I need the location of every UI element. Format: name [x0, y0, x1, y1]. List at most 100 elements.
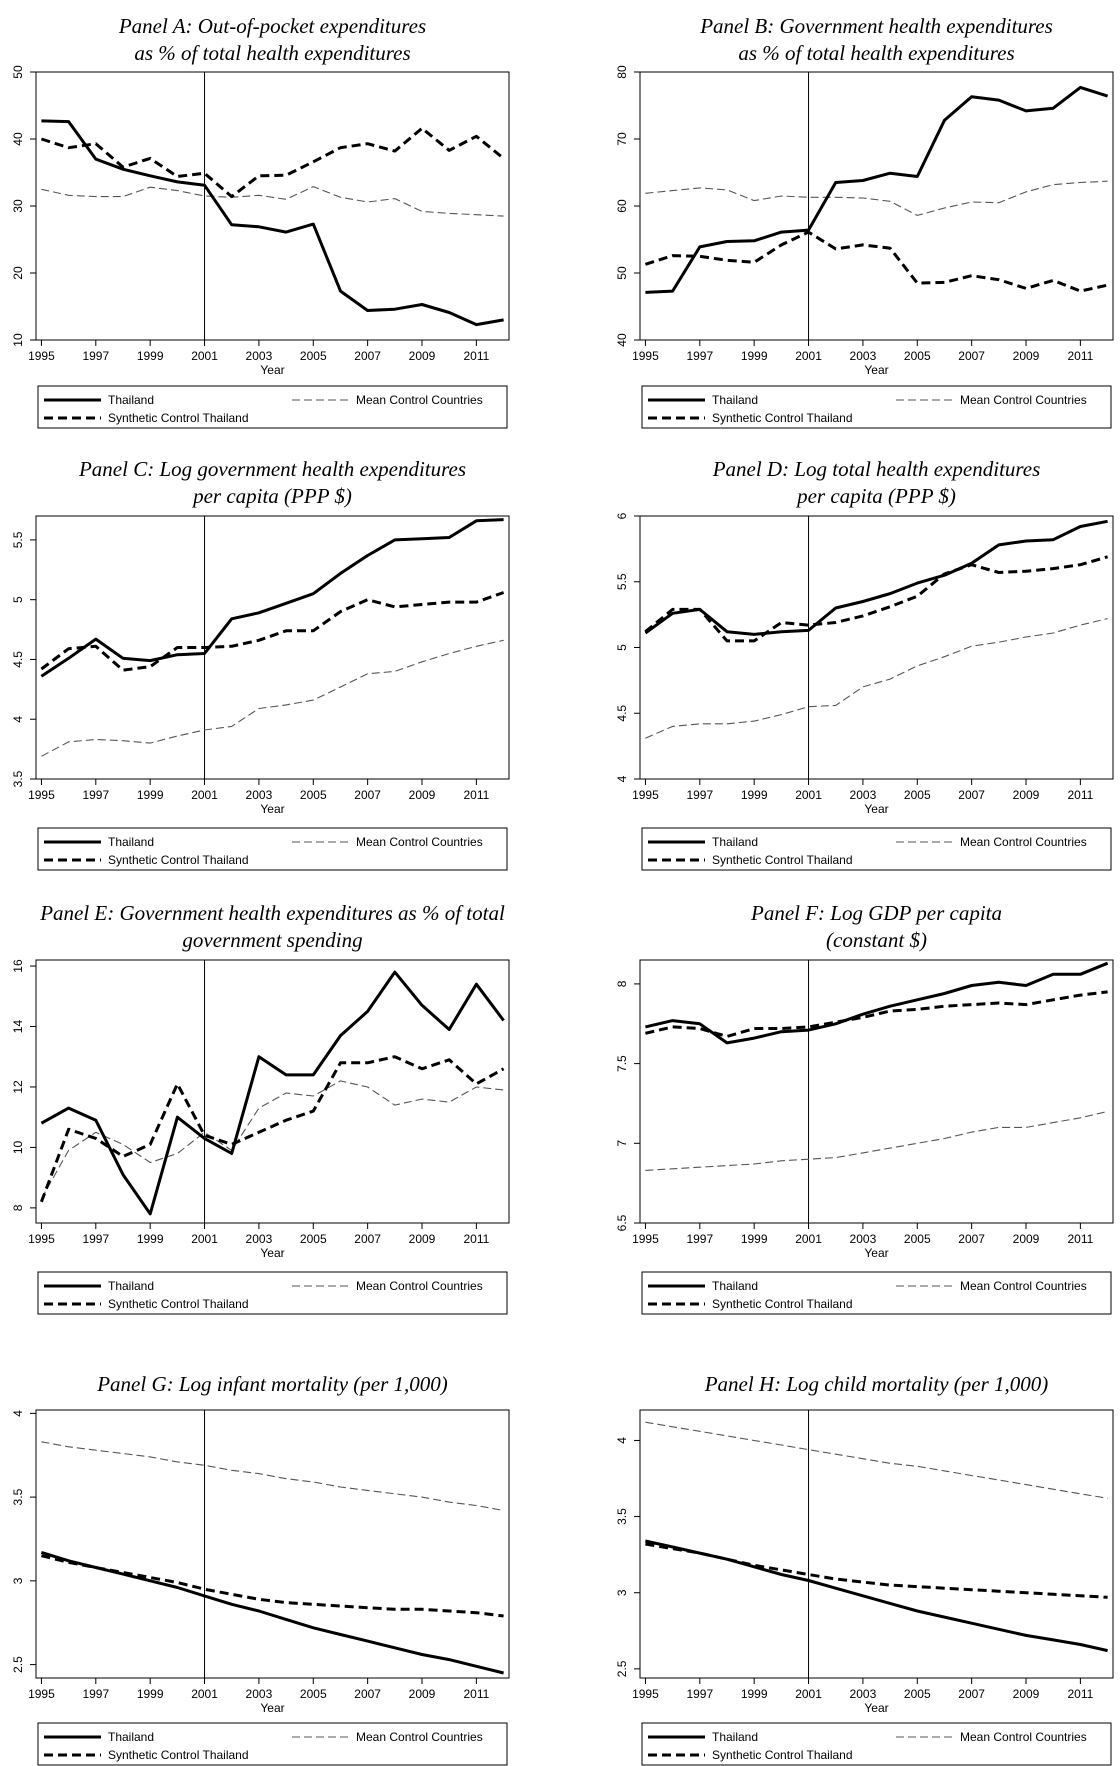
x-tick-label: 2001: [795, 349, 822, 363]
y-tick-label: 40: [11, 132, 25, 146]
y-tick-label: 4.5: [11, 651, 25, 668]
plot-frame: [639, 959, 1114, 1224]
x-tick-label: 2001: [795, 1232, 822, 1246]
x-tick-label: 2009: [1013, 788, 1040, 802]
series-thailand: [41, 119, 504, 327]
y-tick-label: 4.5: [615, 705, 629, 722]
series-mean-control-countries: [41, 1441, 504, 1512]
panel-title: per capita (PPP $): [795, 484, 956, 508]
y-tick-label: 3.5: [11, 770, 25, 787]
x-axis-label: Year: [864, 1246, 888, 1260]
legend-label: Thailand: [712, 835, 758, 849]
legend-label: Synthetic Control Thailand: [712, 1748, 853, 1762]
y-tick-label: 4: [11, 1410, 25, 1417]
x-tick-label: 2005: [904, 349, 931, 363]
panel-title: Panel F: Log GDP per capita: [750, 901, 1002, 925]
legend-label: Synthetic Control Thailand: [108, 1297, 249, 1311]
x-tick-label: 2007: [958, 1687, 985, 1701]
x-tick-label: 2003: [246, 1232, 273, 1246]
x-tick-label: 2007: [958, 349, 985, 363]
x-tick-label: 2003: [246, 1687, 273, 1701]
legend-label: Synthetic Control Thailand: [712, 853, 853, 867]
legend-label: Mean Control Countries: [960, 1730, 1087, 1744]
y-tick-label: 2.5: [615, 1660, 629, 1677]
legend-box: [37, 1722, 508, 1766]
x-tick-label: 2011: [1067, 349, 1093, 363]
y-tick-label: 3: [11, 1577, 25, 1584]
y-tick-label: 10: [11, 1140, 25, 1154]
plot-frame: [639, 515, 1114, 780]
x-tick-label: 2003: [850, 1687, 877, 1701]
x-tick-label: 2007: [354, 1232, 381, 1246]
panel-g: Panel G: Log infant mortality (per 1,000…: [11, 1372, 510, 1766]
legend-label: Mean Control Countries: [356, 1279, 483, 1293]
x-tick-label: 2005: [904, 1232, 931, 1246]
series-mean-control-countries: [41, 186, 504, 217]
y-tick-label: 5.5: [11, 531, 25, 548]
y-tick-label: 5.5: [615, 573, 629, 590]
y-tick-label: 50: [615, 266, 629, 280]
x-tick-label: 1995: [632, 1232, 659, 1246]
series-thailand: [645, 961, 1109, 1045]
legend-label: Thailand: [108, 1279, 154, 1293]
x-tick-label: 1999: [741, 788, 768, 802]
legend-label: Synthetic Control Thailand: [712, 411, 853, 425]
series-synthetic-control-thailand: [645, 1542, 1108, 1599]
x-tick-label: 2007: [354, 788, 381, 802]
panel-f: Panel F: Log GDP per capita (constant $) 6…: [615, 901, 1114, 1315]
y-tick-label: 50: [11, 65, 25, 79]
legend-label: Synthetic Control Thailand: [712, 1297, 853, 1311]
x-tick-label: 2003: [850, 1232, 877, 1246]
x-tick-label: 1999: [137, 1232, 164, 1246]
x-tick-label: 1999: [137, 349, 164, 363]
x-tick-label: 2011: [463, 1232, 489, 1246]
x-tick-label: 1995: [632, 1687, 659, 1701]
x-axis-label: Year: [864, 1701, 888, 1715]
series-synthetic-control-thailand: [41, 1554, 504, 1618]
series-thailand: [645, 85, 1109, 294]
panel-title: Panel G: Log infant mortality (per 1,000…: [96, 1372, 448, 1396]
y-tick-label: 4: [615, 775, 629, 782]
x-tick-label: 1997: [686, 349, 713, 363]
series-synthetic-control-thailand: [644, 555, 1109, 643]
x-tick-label: 1997: [82, 1232, 109, 1246]
series-thailand: [40, 518, 504, 678]
series-mean-control-countries: [41, 639, 504, 757]
legend-label: Mean Control Countries: [960, 1279, 1087, 1293]
x-tick-label: 2001: [191, 788, 218, 802]
x-axis-label: Year: [260, 363, 284, 377]
legend-box: [37, 827, 508, 871]
legend-label: Synthetic Control Thailand: [108, 853, 249, 867]
series-synthetic-control-thailand: [40, 591, 505, 672]
series-thailand: [644, 519, 1108, 636]
x-axis-label: Year: [260, 1701, 284, 1715]
legend-box: [641, 1722, 1112, 1766]
series-thailand: [40, 1550, 504, 1675]
x-axis-label: Year: [260, 1246, 284, 1260]
plot-frame: [35, 1409, 510, 1679]
x-tick-label: 2005: [904, 788, 931, 802]
series-thailand: [645, 1539, 1108, 1653]
x-tick-label: 1999: [741, 1687, 768, 1701]
x-tick-label: 1995: [28, 349, 55, 363]
legend-label: Thailand: [712, 1730, 758, 1744]
y-tick-label: 30: [11, 199, 25, 213]
y-tick-label: 4: [11, 716, 25, 723]
y-tick-label: 6: [615, 512, 629, 519]
panel-title: Panel E: Government health expenditures …: [39, 901, 505, 925]
y-tick-label: 3.5: [615, 1508, 629, 1525]
x-tick-label: 2011: [463, 1687, 489, 1701]
panel-title: as % of total health expenditures: [134, 41, 410, 65]
y-tick-label: 60: [615, 199, 629, 213]
panel-d: Panel D: Log total health expenditures pe…: [615, 457, 1114, 871]
y-tick-label: 8: [11, 1204, 25, 1211]
legend-label: Thailand: [108, 835, 154, 849]
x-tick-label: 2005: [300, 788, 327, 802]
legend-box: [37, 1271, 508, 1315]
legend-label: Mean Control Countries: [356, 1730, 483, 1744]
x-tick-label: 2001: [795, 788, 822, 802]
panel-title: Panel A: Out-of-pocket expenditures: [118, 14, 426, 38]
panel-title: Panel D: Log total health expenditures: [712, 457, 1041, 481]
x-tick-label: 2005: [904, 1687, 931, 1701]
x-tick-label: 2003: [246, 788, 273, 802]
